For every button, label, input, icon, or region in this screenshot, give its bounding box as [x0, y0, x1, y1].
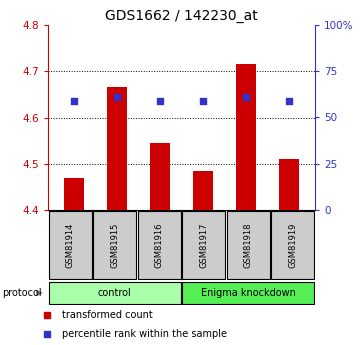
Point	[71, 99, 77, 104]
Text: control: control	[98, 288, 132, 298]
Bar	[193, 171, 213, 210]
Bar	[182, 211, 225, 279]
Bar	[64, 178, 83, 210]
Text: Enigma knockdown: Enigma knockdown	[201, 288, 296, 298]
Text: GSM81915: GSM81915	[110, 222, 119, 268]
Bar	[138, 211, 180, 279]
Bar	[271, 211, 314, 279]
Text: GSM81918: GSM81918	[244, 222, 253, 268]
Text: GSM81916: GSM81916	[155, 222, 164, 268]
Point	[44, 331, 50, 336]
Bar	[279, 159, 299, 210]
Text: GSM81917: GSM81917	[199, 222, 208, 268]
Point	[200, 99, 206, 104]
Text: transformed count: transformed count	[62, 310, 153, 320]
Text: GSM81914: GSM81914	[66, 222, 75, 268]
Text: protocol: protocol	[2, 288, 42, 298]
Bar	[150, 143, 170, 210]
Title: GDS1662 / 142230_at: GDS1662 / 142230_at	[105, 9, 258, 22]
Bar	[236, 64, 256, 210]
Bar	[227, 211, 270, 279]
Text: GSM81919: GSM81919	[288, 222, 297, 268]
Bar	[49, 282, 180, 304]
Bar	[107, 87, 127, 210]
Point	[157, 99, 163, 104]
Point	[114, 94, 120, 99]
Point	[286, 99, 292, 104]
Text: percentile rank within the sample: percentile rank within the sample	[62, 329, 227, 339]
Point	[44, 312, 50, 318]
Point	[243, 94, 249, 99]
Bar	[182, 282, 314, 304]
Bar	[49, 211, 92, 279]
Bar	[93, 211, 136, 279]
